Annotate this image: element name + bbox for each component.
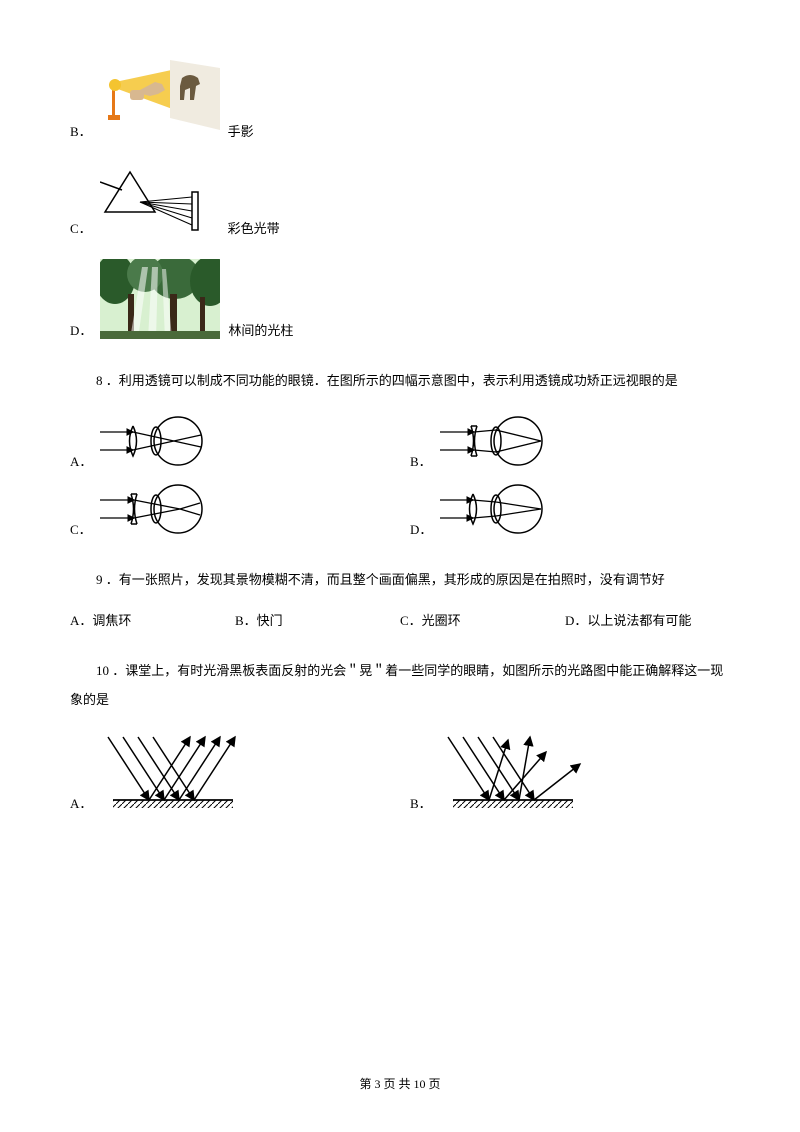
q9-b: B．快门: [235, 610, 400, 629]
eye-diagram-a: [98, 412, 218, 470]
q9-options: A．调焦环 B．快门 C．光圈环 D．以上说法都有可能: [70, 610, 730, 629]
q9-d: D．以上说法都有可能: [565, 610, 730, 629]
q10-option-a: A．: [70, 732, 390, 812]
q8-option-c: C．: [70, 480, 390, 538]
eye-diagram-b: [438, 412, 558, 470]
q9-a: A．调焦环: [70, 610, 235, 629]
option-d: D． 林间的光柱: [70, 259, 730, 339]
option-c: C． 彩色光带: [70, 162, 730, 237]
option-b-label: B．: [70, 121, 92, 140]
question-10: 10 ．课堂上，有时光滑黑板表面反射的光会＂晃＂着一些同学的眼睛，如图所示的光路…: [70, 657, 730, 714]
eye-diagram-d: [438, 480, 558, 538]
prism-image: [100, 162, 220, 237]
eye-diagram-c: [98, 480, 218, 538]
q8-b-label: B．: [410, 451, 432, 470]
hand-shadow-image: [100, 60, 220, 140]
q8-d-label: D．: [410, 519, 432, 538]
reflection-specular: [98, 732, 248, 812]
q8-option-d: D．: [410, 480, 730, 538]
q10-a-label: A．: [70, 793, 92, 812]
q9-c: C．光圈环: [400, 610, 565, 629]
option-b: B． 手影: [70, 60, 730, 140]
reflection-diffuse: [438, 732, 588, 812]
q8-options: A． B．: [70, 412, 730, 538]
q8-c-label: C．: [70, 519, 92, 538]
q8-option-b: B．: [410, 412, 730, 470]
q10-option-b: B．: [410, 732, 730, 812]
option-d-text: 林间的光柱: [228, 320, 293, 339]
q8-option-a: A．: [70, 412, 390, 470]
option-c-text: 彩色光带: [228, 218, 280, 237]
q8-a-label: A．: [70, 451, 92, 470]
page-footer: 第 3 页 共 10 页: [0, 1075, 800, 1092]
q10-options: A． B．: [70, 732, 730, 812]
q10-b-label: B．: [410, 793, 432, 812]
option-c-label: C．: [70, 218, 92, 237]
option-d-label: D．: [70, 320, 92, 339]
option-b-text: 手影: [228, 121, 254, 140]
question-8: 8 ．利用透镜可以制成不同功能的眼镜．在图所示的四幅示意图中，表示利用透镜成功矫…: [70, 367, 730, 396]
question-9: 9 ．有一张照片，发现其景物模糊不清，而且整个画面偏黑，其形成的原因是在拍照时，…: [70, 566, 730, 595]
forest-light-image: [100, 259, 220, 339]
